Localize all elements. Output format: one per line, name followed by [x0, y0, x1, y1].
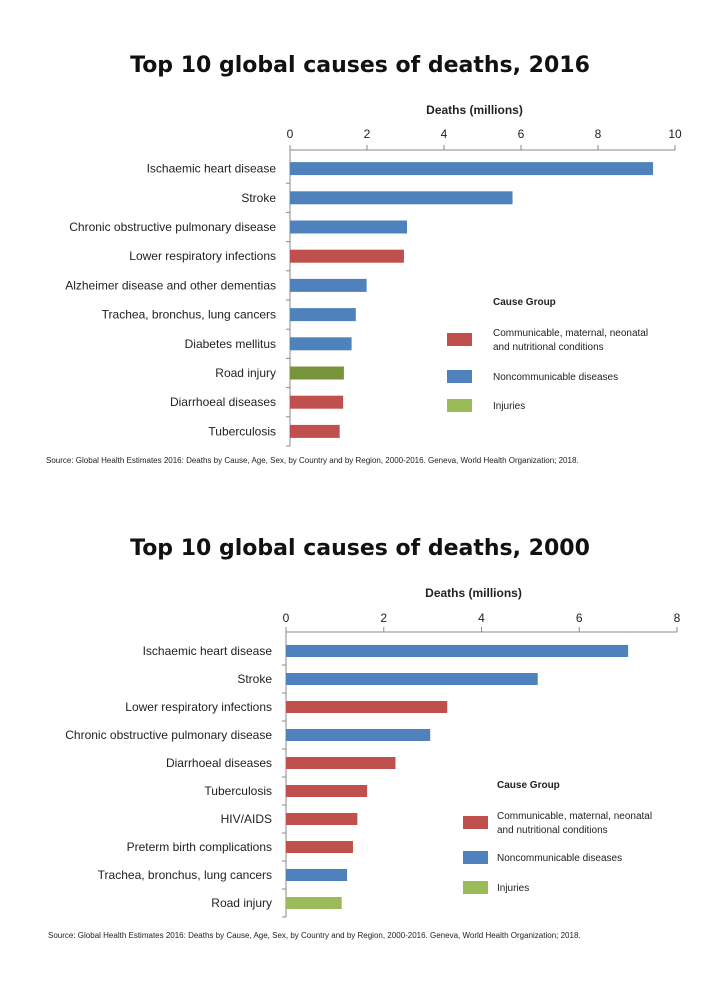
legend-swatch-2016-0	[447, 333, 472, 346]
x-tick-label-2000-0: 0	[283, 611, 290, 625]
category-label-2016-8: Diarrhoeal diseases	[170, 395, 276, 409]
bar-2000-2	[286, 701, 448, 713]
category-label-2016-0: Ischaemic heart disease	[147, 162, 277, 176]
category-label-2000-5: Tuberculosis	[204, 784, 272, 798]
category-label-2016-5: Trachea, bronchus, lung cancers	[102, 308, 276, 322]
legend-label-2016-1-0: Noncommunicable diseases	[493, 372, 618, 383]
category-label-2000-8: Trachea, bronchus, lung cancers	[98, 868, 272, 882]
category-label-2000-0: Ischaemic heart disease	[143, 644, 273, 658]
chart-title-2000: Top 10 global causes of deaths, 2000	[130, 536, 590, 561]
bar-2016-0	[290, 162, 654, 176]
legend-swatch-2000-2	[463, 881, 488, 894]
bar-2000-5	[286, 785, 368, 797]
x-tick-label-2000-3: 6	[576, 611, 583, 625]
legend-label-2000-0-1: and nutritional conditions	[497, 825, 608, 836]
x-tick-label-2000-4: 8	[674, 611, 681, 625]
source-note-2016: Source: Global Health Estimates 2016: De…	[46, 456, 579, 465]
legend-label-2016-2-0: Injuries	[493, 401, 525, 412]
x-tick-label-2000-1: 2	[380, 611, 387, 625]
bar-2000-0	[286, 645, 629, 657]
bar-2016-8	[290, 395, 344, 409]
bar-2016-7	[290, 366, 344, 380]
bar-2000-1	[286, 673, 538, 685]
category-label-2000-1: Stroke	[237, 672, 272, 686]
x-tick-label-2016-2: 4	[441, 127, 448, 141]
legend-title-2000: Cause Group	[497, 780, 560, 791]
x-tick-label-2016-1: 2	[364, 127, 371, 141]
bar-2016-3	[290, 249, 404, 263]
category-label-2016-9: Tuberculosis	[208, 424, 276, 438]
x-tick-label-2016-5: 10	[668, 127, 682, 141]
bar-2016-4	[290, 278, 367, 292]
legend-label-2016-0-0: Communicable, maternal, neonatal	[493, 328, 648, 339]
category-label-2000-3: Chronic obstructive pulmonary disease	[65, 728, 272, 742]
category-label-2016-3: Lower respiratory infections	[129, 249, 276, 263]
category-label-2000-6: HIV/AIDS	[221, 812, 272, 826]
category-label-2016-2: Chronic obstructive pulmonary disease	[69, 220, 276, 234]
bar-2000-7	[286, 841, 353, 853]
bar-chart-2000: Deaths (millions) 0 2 4 6 8 Ischaemic heart di…	[65, 586, 681, 918]
bar-2016-2	[290, 220, 408, 234]
legend-label-2000-2-0: Injuries	[497, 883, 529, 894]
bar-2016-1	[290, 191, 513, 205]
bar-2016-5	[290, 308, 356, 322]
bar-2016-9	[290, 424, 340, 438]
x-axis-label-2016: Deaths (millions)	[426, 103, 523, 117]
bar-2000-9	[286, 897, 342, 909]
category-label-2016-1: Stroke	[241, 191, 276, 205]
x-tick-label-2016-3: 6	[518, 127, 525, 141]
x-tick-label-2016-0: 0	[287, 127, 294, 141]
category-label-2016-7: Road injury	[215, 366, 276, 380]
legend-swatch-2016-2	[447, 399, 472, 412]
bar-chart-2016: Deaths (millions) 0 2 4 6 8 10 Ischaemic heart …	[65, 103, 682, 447]
category-label-2016-4: Alzheimer disease and other dementias	[65, 278, 276, 292]
category-label-2000-9: Road injury	[211, 896, 272, 910]
bar-2000-4	[286, 757, 396, 769]
legend-title-2016: Cause Group	[493, 297, 556, 308]
legend-swatch-2016-1	[447, 370, 472, 383]
legend-label-2016-0-1: and nutritional conditions	[493, 342, 604, 353]
category-label-2000-7: Preterm birth complications	[127, 840, 272, 854]
source-note-2000: Source: Global Health Estimates 2016: De…	[48, 931, 581, 940]
category-label-2016-6: Diabetes mellitus	[185, 337, 276, 351]
category-label-2000-2: Lower respiratory infections	[125, 700, 272, 714]
x-tick-label-2016-4: 8	[595, 127, 602, 141]
bar-2016-6	[290, 337, 352, 351]
x-tick-label-2000-2: 4	[478, 611, 485, 625]
category-label-2000-4: Diarrhoeal diseases	[166, 756, 272, 770]
legend-swatch-2000-0	[463, 816, 488, 829]
chart-title-2016: Top 10 global causes of deaths, 2016	[130, 53, 590, 78]
x-axis-label-2000: Deaths (millions)	[425, 586, 522, 600]
legend-label-2000-0-0: Communicable, maternal, neonatal	[497, 811, 652, 822]
bar-2000-8	[286, 869, 348, 881]
legend-label-2000-1-0: Noncommunicable diseases	[497, 853, 622, 864]
legend-swatch-2000-1	[463, 851, 488, 864]
bar-2000-3	[286, 729, 431, 741]
bar-2000-6	[286, 813, 358, 825]
